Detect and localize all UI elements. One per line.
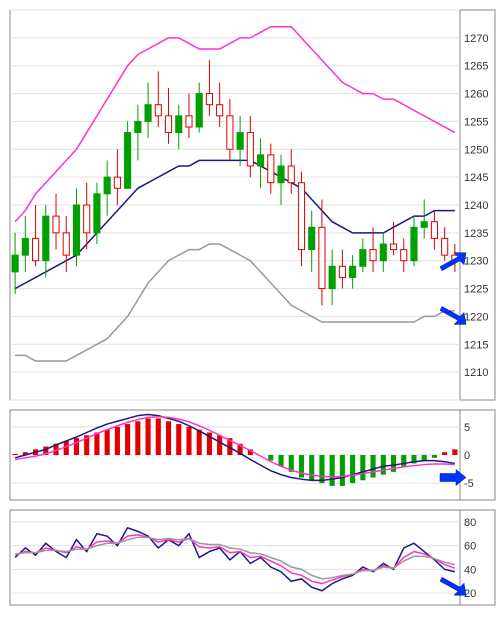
svg-text:1245: 1245 xyxy=(464,172,488,184)
svg-text:1240: 1240 xyxy=(464,200,488,212)
chart-container: 1210 1215 1220 1225 1230 1235 1240 1245 1250 1255… xyxy=(0,0,500,620)
svg-text:1260: 1260 xyxy=(464,89,488,101)
svg-text:1215: 1215 xyxy=(464,339,488,351)
svg-text:1250: 1250 xyxy=(464,144,488,156)
svg-text:80: 80 xyxy=(464,517,476,529)
svg-text:1255: 1255 xyxy=(464,116,488,128)
svg-text:1270: 1270 xyxy=(464,33,488,45)
svg-text:1220: 1220 xyxy=(464,311,488,323)
svg-text:1210: 1210 xyxy=(464,367,488,379)
svg-text:1265: 1265 xyxy=(464,61,488,73)
svg-text:1235: 1235 xyxy=(464,228,488,240)
chart-svg: 1210 1215 1220 1225 1230 1235 1240 1245 1250 1255… xyxy=(0,0,500,620)
svg-text:1230: 1230 xyxy=(464,256,488,268)
svg-text:0: 0 xyxy=(464,450,470,462)
svg-text:-5: -5 xyxy=(464,478,474,490)
svg-text:40: 40 xyxy=(464,564,476,576)
svg-text:60: 60 xyxy=(464,541,476,553)
svg-text:1225: 1225 xyxy=(464,284,488,296)
svg-text:5: 5 xyxy=(464,422,470,434)
